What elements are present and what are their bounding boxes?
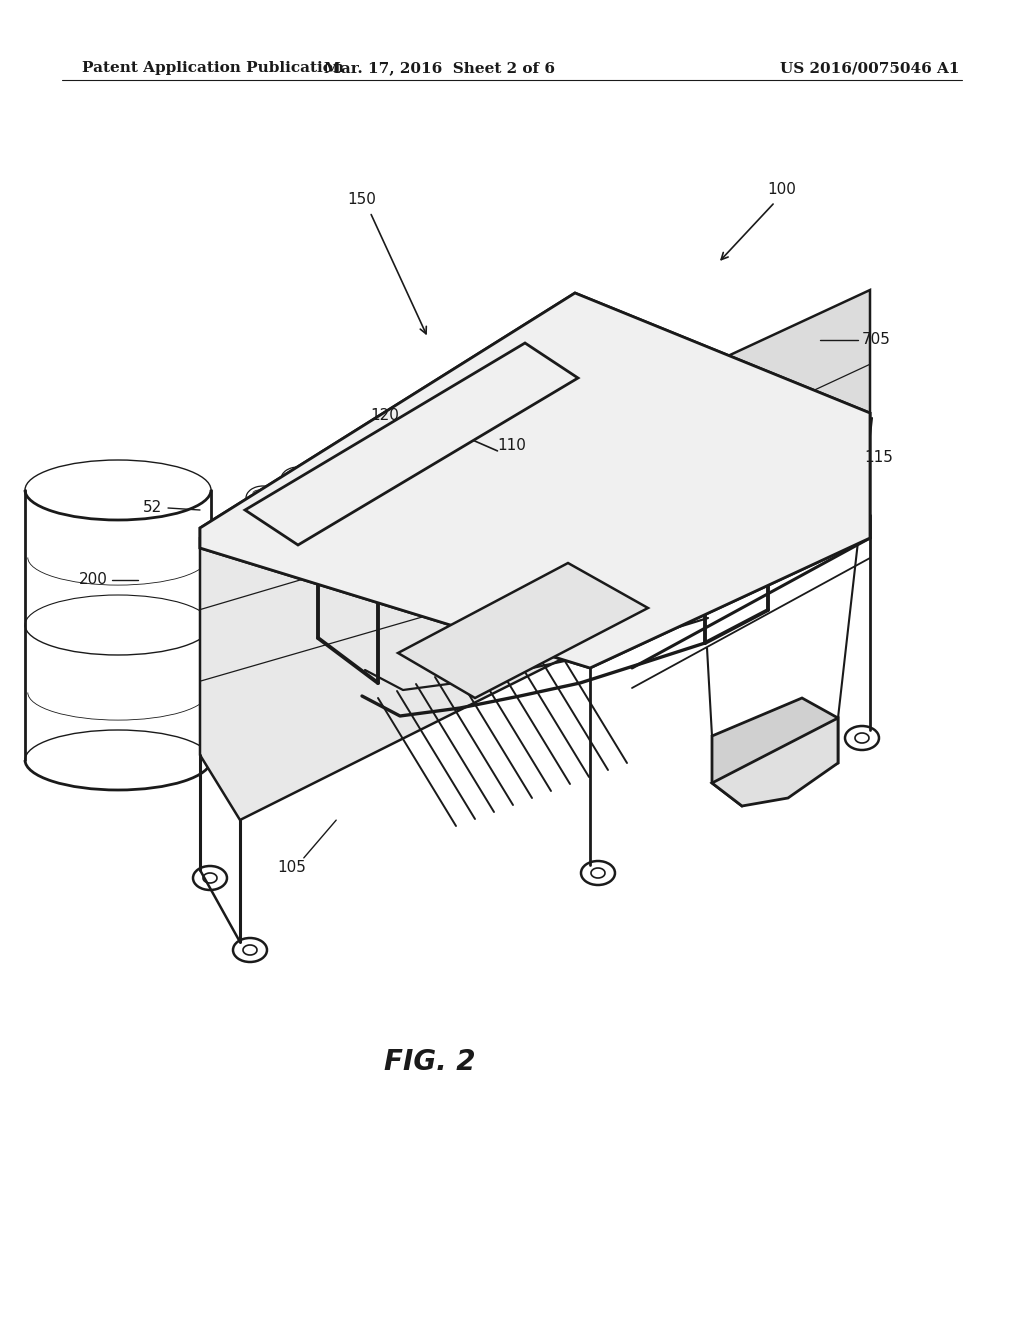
Text: US 2016/0075046 A1: US 2016/0075046 A1 (780, 61, 959, 75)
Text: Patent Application Publication: Patent Application Publication (82, 61, 344, 75)
Polygon shape (200, 293, 870, 668)
Text: 150: 150 (347, 193, 377, 207)
Polygon shape (398, 564, 648, 698)
Text: 705: 705 (862, 333, 891, 347)
Polygon shape (200, 293, 870, 668)
Text: 120: 120 (371, 408, 399, 424)
Text: 110: 110 (498, 438, 526, 454)
Text: FIG. 2: FIG. 2 (384, 1048, 476, 1076)
Text: 105: 105 (278, 861, 306, 875)
Polygon shape (590, 290, 870, 645)
Text: 200: 200 (79, 573, 108, 587)
Polygon shape (245, 343, 578, 545)
Polygon shape (712, 718, 838, 807)
Polygon shape (712, 698, 838, 807)
Text: 52: 52 (142, 500, 162, 516)
Text: 100: 100 (768, 182, 797, 198)
Text: 115: 115 (864, 450, 893, 466)
Text: Mar. 17, 2016  Sheet 2 of 6: Mar. 17, 2016 Sheet 2 of 6 (325, 61, 555, 75)
Polygon shape (200, 411, 590, 820)
